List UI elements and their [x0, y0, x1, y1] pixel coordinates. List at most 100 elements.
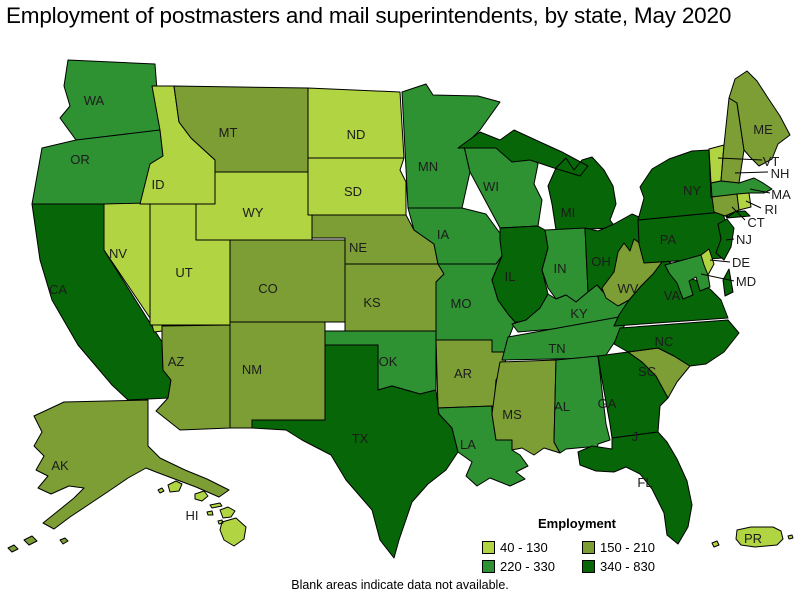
state-label-MT: MT [219, 125, 238, 140]
state-label-WA: WA [84, 93, 105, 108]
state-label-AZ: AZ [168, 354, 185, 369]
legend: Employment 40 - 130 150 - 210 220 - 330 … [482, 516, 712, 574]
legend-item-40-130: 40 - 130 [482, 540, 582, 555]
state-TN[interactable] [501, 314, 631, 361]
state-label-PR: PR [744, 531, 762, 546]
state-ND[interactable] [307, 87, 405, 159]
state-labels: WA OR CA NV ID MT WY UT CO AZ NM ND SD N… [49, 93, 791, 546]
state-label-SD: SD [344, 184, 362, 199]
state-label-KS: KS [363, 295, 381, 310]
state-KS[interactable] [344, 263, 445, 332]
state-label-AK: AK [51, 458, 69, 473]
legend-swatch-220-330 [482, 560, 495, 573]
state-SD[interactable] [307, 157, 407, 216]
state-label-CT: CT [747, 215, 764, 230]
leader-line-RI [745, 200, 762, 209]
state-label-HI: HI [186, 508, 199, 523]
state-label-TN: TN [548, 341, 565, 356]
state-label-AL: AL [554, 399, 570, 414]
state-label-SC: SC [638, 364, 656, 379]
state-shapes [7, 59, 794, 559]
state-label-IA: IA [437, 227, 450, 242]
state-ME[interactable] [728, 70, 791, 167]
state-label-NH: NH [771, 166, 790, 181]
legend-swatch-40-130 [482, 541, 495, 554]
legend-item-220-330: 220 - 330 [482, 559, 582, 574]
state-label-NY: NY [683, 183, 701, 198]
legend-item-150-210: 150 - 210 [582, 540, 692, 555]
state-label-IN: IN [554, 261, 567, 276]
leader-line-MA [749, 188, 771, 194]
state-PA[interactable] [637, 211, 729, 264]
state-FL[interactable] [577, 431, 693, 545]
legend-label-220-330: 220 - 330 [500, 559, 555, 574]
state-label-KY: KY [570, 306, 588, 321]
legend-label-340-830: 340 - 830 [600, 559, 655, 574]
leader-line-NJ [725, 238, 735, 241]
leader-line-NH [734, 171, 769, 174]
state-label-DE: DE [732, 255, 750, 270]
state-label-MI: MI [561, 205, 575, 220]
state-label-MS: MS [502, 407, 522, 422]
state-label-WY: WY [243, 205, 264, 220]
state-label-ND: ND [347, 127, 366, 142]
state-NC[interactable] [613, 319, 740, 367]
state-label-OK: OK [379, 354, 398, 369]
state-label-MN: MN [418, 159, 438, 174]
state-label-WI: WI [483, 179, 499, 194]
legend-title: Employment [537, 516, 616, 531]
legend-label-150-210: 150 - 210 [600, 540, 655, 555]
state-label-OR: OR [70, 152, 90, 167]
state-label-IL: IL [505, 269, 516, 284]
state-label-VA: VA [664, 288, 681, 303]
state-label-MD: MD [736, 274, 756, 289]
state-CT[interactable] [711, 193, 740, 217]
legend-grid: 40 - 130 150 - 210 220 - 330 340 - 830 [482, 540, 712, 574]
legend-item-340-830: 340 - 830 [582, 559, 692, 574]
state-label-NM: NM [242, 362, 262, 377]
state-label-NC: NC [655, 334, 674, 349]
stray-label-j: J [632, 429, 639, 444]
state-label-MA: MA [771, 187, 791, 202]
leader-line-CT [731, 206, 746, 221]
state-NJ[interactable] [715, 218, 735, 261]
state-label-OH: OH [591, 254, 611, 269]
state-RI[interactable] [736, 192, 752, 211]
state-TX[interactable] [251, 344, 459, 559]
state-label-NE: NE [349, 240, 367, 255]
state-CO[interactable] [229, 239, 346, 323]
legend-swatch-340-830 [582, 560, 595, 573]
state-label-TX: TX [352, 431, 369, 446]
state-label-CO: CO [258, 281, 278, 296]
state-label-ME: ME [753, 122, 773, 137]
leader-line-MD [700, 273, 735, 282]
leader-lines [700, 157, 771, 282]
state-WA[interactable] [59, 59, 161, 141]
state-label-ID: ID [152, 177, 165, 192]
state-label-MO: MO [451, 296, 472, 311]
state-label-WV: WV [618, 281, 639, 296]
footnote: Blank areas indicate data not available. [291, 578, 509, 592]
state-HI[interactable] [157, 480, 247, 547]
state-label-PA: PA [660, 232, 677, 247]
leader-line-VT [717, 157, 763, 161]
state-label-NV: NV [109, 246, 127, 261]
legend-swatch-150-210 [582, 541, 595, 554]
legend-label-40-130: 40 - 130 [500, 540, 548, 555]
state-label-AR: AR [454, 366, 472, 381]
state-label-GA: GA [598, 396, 617, 411]
state-AK[interactable] [7, 399, 230, 553]
leader-line-DE [709, 259, 731, 263]
state-label-LA: LA [460, 437, 476, 452]
state-label-NJ: NJ [736, 232, 752, 247]
state-label-FL: FL [637, 475, 652, 490]
state-MD[interactable] [664, 254, 711, 300]
state-label-CA: CA [49, 282, 67, 297]
state-PR[interactable] [711, 526, 794, 548]
state-label-UT: UT [175, 265, 192, 280]
state-label-RI: RI [765, 202, 778, 217]
page-title: Employment of postmasters and mail super… [6, 3, 732, 28]
state-label-VT: VT [763, 154, 780, 169]
